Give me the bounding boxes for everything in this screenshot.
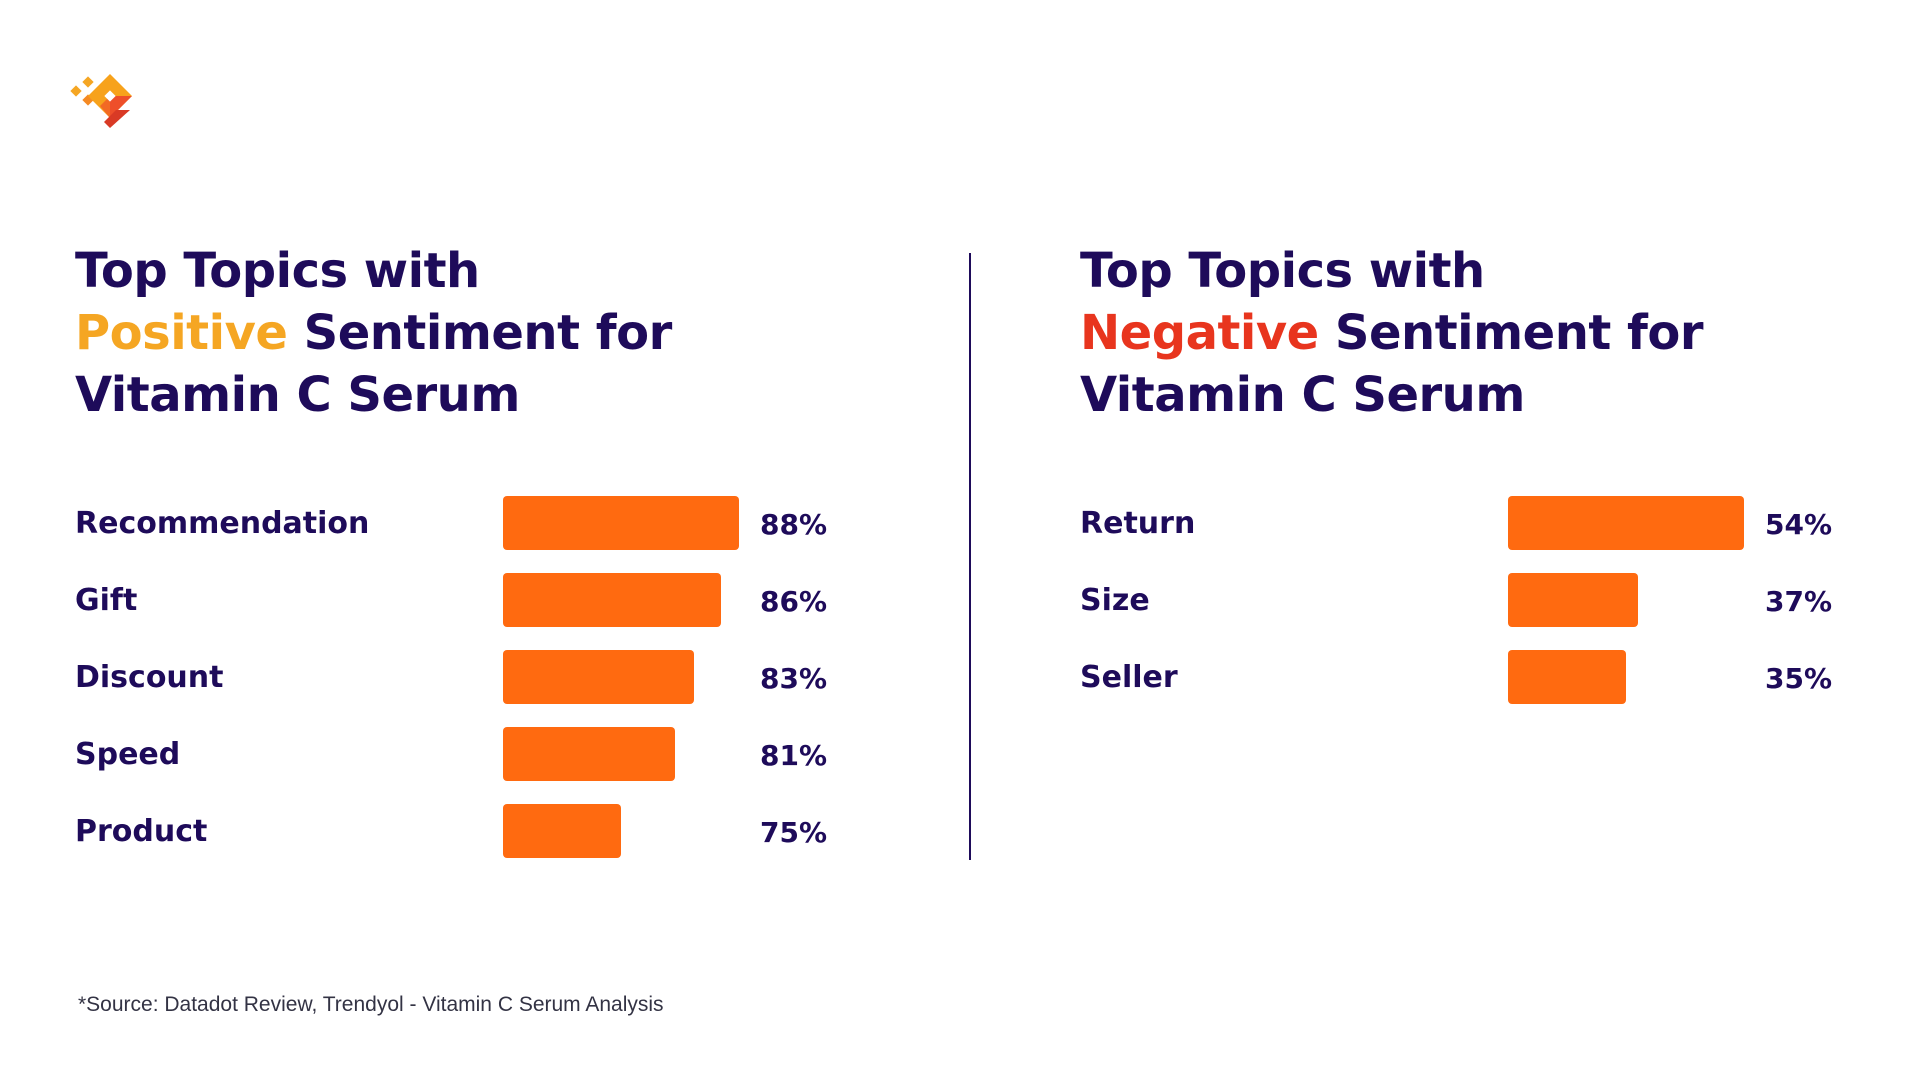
- positive-panel: Top Topics with Positive Sentiment for V…: [75, 240, 827, 881]
- bar-category-label: Recommendation: [75, 506, 370, 541]
- bar-value-label: 35%: [1765, 662, 1833, 695]
- bar-category-label: Seller: [1080, 660, 1178, 695]
- bar-row: Gift 86%: [75, 573, 827, 627]
- panel-divider: [969, 253, 971, 860]
- negative-title-line2: Sentiment for: [1318, 305, 1704, 361]
- positive-title-line1: Top Topics with: [75, 243, 480, 299]
- bar-row: Speed 81%: [75, 727, 827, 781]
- bar-category-label: Product: [75, 814, 208, 849]
- positive-bar-chart: Recommendation 88% Gift 86% Discount 83% Speed…: [75, 496, 827, 881]
- bar-row: Return 54%: [1080, 496, 1832, 550]
- bar-row: Recommendation 88%: [75, 496, 827, 550]
- source-note: *Source: Datadot Review, Trendyol - Vita…: [78, 993, 664, 1016]
- negative-title-line1: Top Topics with: [1080, 243, 1485, 299]
- bar: [503, 650, 694, 704]
- bar-value-label: 37%: [1765, 585, 1833, 618]
- negative-title-accent: Negative: [1080, 305, 1319, 361]
- positive-title-line3: Vitamin C Serum: [75, 367, 520, 423]
- bar: [503, 804, 621, 858]
- bar-row: Discount 83%: [75, 650, 827, 704]
- bar-value-label: 75%: [760, 816, 828, 849]
- negative-bar-chart: Return 54% Size 37% Seller 35%: [1080, 496, 1832, 727]
- negative-title: Top Topics with Negative Sentiment for V…: [1080, 240, 1820, 426]
- positive-title-accent: Positive: [75, 305, 288, 361]
- bar-value-label: 81%: [760, 739, 828, 772]
- bar: [503, 727, 675, 781]
- bar-value-label: 88%: [760, 508, 828, 541]
- bar-category-label: Speed: [75, 737, 181, 772]
- positive-title-line2: Sentiment for: [287, 305, 673, 361]
- negative-title-line3: Vitamin C Serum: [1080, 367, 1525, 423]
- bar-category-label: Gift: [75, 583, 138, 618]
- bar: [1508, 650, 1626, 704]
- bar-value-label: 54%: [1765, 508, 1833, 541]
- bar: [1508, 496, 1744, 550]
- bar-value-label: 86%: [760, 585, 828, 618]
- bar-row: Size 37%: [1080, 573, 1832, 627]
- bar: [1508, 573, 1638, 627]
- bar-row: Seller 35%: [1080, 650, 1832, 704]
- negative-panel: Top Topics with Negative Sentiment for V…: [1080, 240, 1832, 727]
- bar-category-label: Return: [1080, 506, 1196, 541]
- bar: [503, 496, 739, 550]
- bar-category-label: Size: [1080, 583, 1150, 618]
- orange-diamond-logo-icon: [70, 74, 132, 128]
- bar-value-label: 83%: [760, 662, 828, 695]
- bar-category-label: Discount: [75, 660, 224, 695]
- positive-title: Top Topics with Positive Sentiment for V…: [75, 240, 815, 426]
- bar-row: Product 75%: [75, 804, 827, 858]
- bar: [503, 573, 721, 627]
